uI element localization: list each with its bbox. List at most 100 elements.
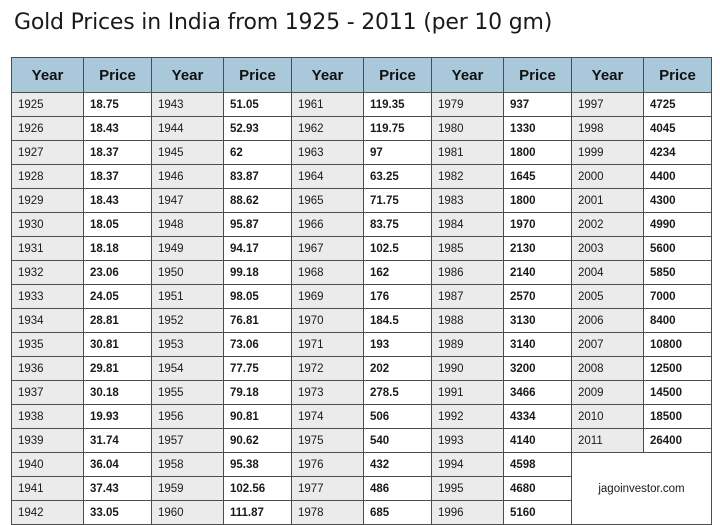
year-cell: 1967 [291, 236, 364, 261]
price-cell: 5850 [643, 260, 712, 285]
price-cell: 14500 [643, 380, 712, 405]
price-cell: 30.18 [83, 380, 152, 405]
year-cell: 1977 [291, 476, 364, 501]
year-cell: 1997 [571, 92, 644, 117]
price-cell: 23.06 [83, 260, 152, 285]
year-cell: 1960 [151, 500, 224, 525]
price-cell: 83.87 [223, 164, 292, 189]
price-cell: 5160 [503, 500, 572, 525]
year-cell: 1983 [431, 188, 504, 213]
year-cell: 2003 [571, 236, 644, 261]
year-cell: 1979 [431, 92, 504, 117]
table-row: 1935 30.81 1953 73.06 1971 193 1989 3140 2007 108… [11, 332, 712, 357]
price-cell: 119.75 [363, 116, 432, 141]
price-cell: 30.81 [83, 332, 152, 357]
price-cell: 12500 [643, 356, 712, 381]
header-year: Year [431, 57, 504, 93]
year-cell: 1959 [151, 476, 224, 501]
price-cell: 18.37 [83, 140, 152, 165]
year-cell: 1989 [431, 332, 504, 357]
price-cell: 88.62 [223, 188, 292, 213]
price-cell: 95.38 [223, 452, 292, 477]
year-cell: 1988 [431, 308, 504, 333]
price-cell: 278.5 [363, 380, 432, 405]
price-cell: 18.05 [83, 212, 152, 237]
price-cell: 685 [363, 500, 432, 525]
price-cell: 19.93 [83, 404, 152, 429]
year-cell: 1978 [291, 500, 364, 525]
header-price: Price [643, 57, 712, 93]
year-cell: 1992 [431, 404, 504, 429]
year-cell: 1942 [11, 500, 84, 525]
year-cell: 2004 [571, 260, 644, 285]
price-cell: 18.18 [83, 236, 152, 261]
table-row: 1927 18.37 1945 62 1963 97 1981 1800 1999 4234 [11, 140, 712, 165]
price-cell: 5600 [643, 236, 712, 261]
year-cell: 1984 [431, 212, 504, 237]
year-cell: 1948 [151, 212, 224, 237]
year-cell: 1970 [291, 308, 364, 333]
table-row: 1938 19.93 1956 90.81 1974 506 1992 4334 2010 185… [11, 404, 712, 429]
price-cell: 62 [223, 140, 292, 165]
year-cell: 1939 [11, 428, 84, 453]
year-cell: 1941 [11, 476, 84, 501]
price-cell: 202 [363, 356, 432, 381]
year-cell: 2008 [571, 356, 644, 381]
price-cell: 4680 [503, 476, 572, 501]
year-cell: 1929 [11, 188, 84, 213]
price-cell: 3466 [503, 380, 572, 405]
price-cell: 1800 [503, 188, 572, 213]
year-cell: 1943 [151, 92, 224, 117]
price-cell: 1800 [503, 140, 572, 165]
year-cell: 2000 [571, 164, 644, 189]
price-cell: 4140 [503, 428, 572, 453]
table-row: 1926 18.43 1944 52.93 1962 119.75 1980 1330 1998… [11, 116, 712, 141]
price-cell: 1970 [503, 212, 572, 237]
header-price: Price [223, 57, 292, 93]
year-cell: 1995 [431, 476, 504, 501]
year-cell: 1946 [151, 164, 224, 189]
price-cell: 51.05 [223, 92, 292, 117]
price-cell: 90.62 [223, 428, 292, 453]
price-cell: 33.05 [83, 500, 152, 525]
year-cell: 1940 [11, 452, 84, 477]
year-cell: 1962 [291, 116, 364, 141]
price-cell: 506 [363, 404, 432, 429]
price-cell: 3130 [503, 308, 572, 333]
price-cell: 162 [363, 260, 432, 285]
year-cell: 1957 [151, 428, 224, 453]
year-cell: 1964 [291, 164, 364, 189]
price-cell: 2130 [503, 236, 572, 261]
year-cell: 1934 [11, 308, 84, 333]
table-row: 1936 29.81 1954 77.75 1972 202 1990 3200 2008 125… [11, 356, 712, 381]
price-cell: 18.75 [83, 92, 152, 117]
year-cell: 1956 [151, 404, 224, 429]
price-cell: 29.81 [83, 356, 152, 381]
year-cell: 1937 [11, 380, 84, 405]
year-cell: 1982 [431, 164, 504, 189]
table-row: 1931 18.18 1949 94.17 1967 102.5 1985 2130 2003 5… [11, 236, 712, 261]
year-cell: 1966 [291, 212, 364, 237]
year-cell: 1963 [291, 140, 364, 165]
table-row: 1940 36.04 1958 95.38 1976 432 1994 4598 jagoinv… [11, 452, 712, 525]
price-cell: 4234 [643, 140, 712, 165]
price-cell: 36.04 [83, 452, 152, 477]
year-cell: 1945 [151, 140, 224, 165]
year-cell: 1973 [291, 380, 364, 405]
price-cell: 193 [363, 332, 432, 357]
year-cell: 2006 [571, 308, 644, 333]
price-cell: 26400 [643, 428, 712, 453]
price-cell: 18.37 [83, 164, 152, 189]
price-cell: 4725 [643, 92, 712, 117]
price-cell: 540 [363, 428, 432, 453]
year-cell: 2001 [571, 188, 644, 213]
price-cell: 102.5 [363, 236, 432, 261]
price-cell: 73.06 [223, 332, 292, 357]
year-cell: 1953 [151, 332, 224, 357]
year-cell: 1931 [11, 236, 84, 261]
price-cell: 432 [363, 452, 432, 477]
table-row: 1925 18.75 1943 51.05 1961 119.35 1979 937 1997 4… [11, 92, 712, 117]
price-cell: 176 [363, 284, 432, 309]
price-cell: 4045 [643, 116, 712, 141]
price-cell: 4598 [503, 452, 572, 477]
